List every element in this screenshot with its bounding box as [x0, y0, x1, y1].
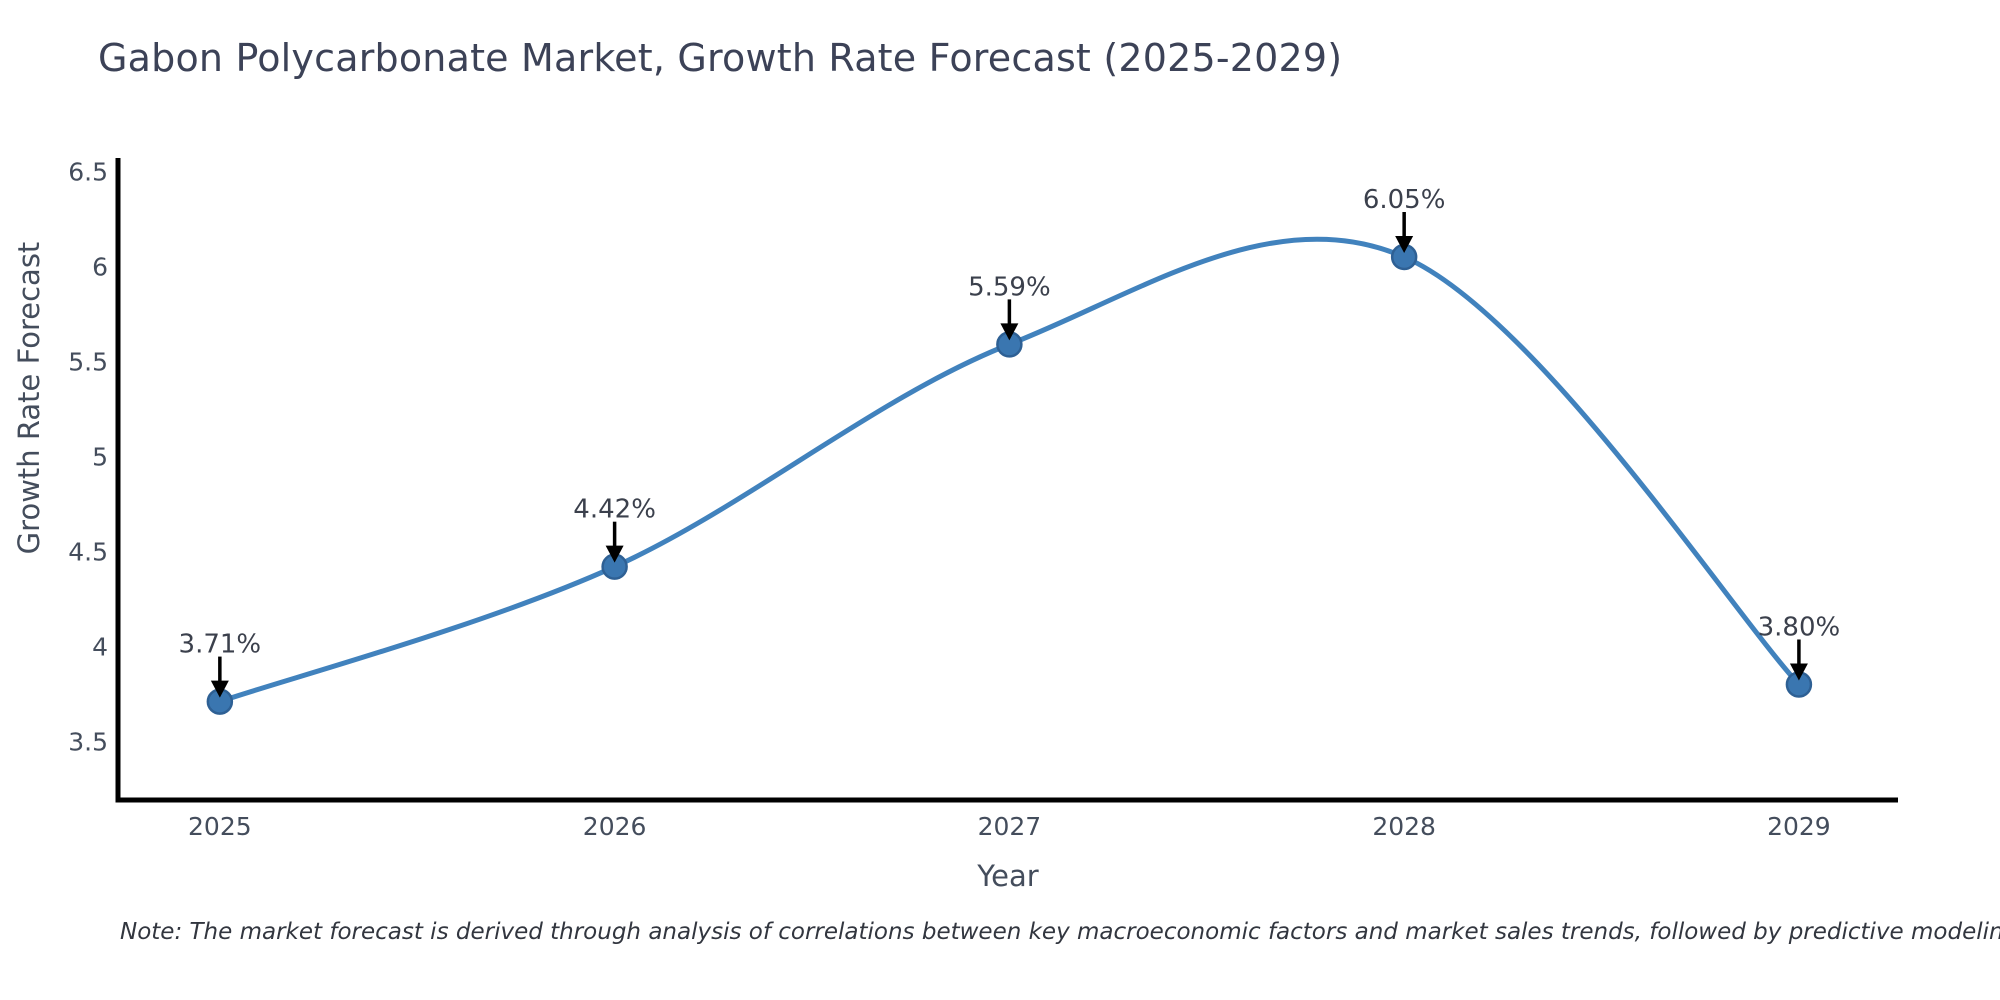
x-tick-label: 2026 — [583, 812, 647, 841]
line-series — [217, 236, 1802, 705]
y-tick-label: 5 — [92, 442, 108, 471]
point-annotation: 4.42% — [573, 495, 656, 525]
y-tick-label: 5.5 — [68, 347, 108, 376]
point-annotation: 3.80% — [1758, 612, 1841, 642]
x-tick-label: 2028 — [1372, 812, 1436, 841]
point-annotation: 3.71% — [179, 630, 262, 660]
y-tick-label: 4.5 — [68, 537, 108, 566]
annotation-arrowhead — [605, 545, 624, 563]
x-tick-label: 2027 — [978, 812, 1042, 841]
x-tick-label: 2029 — [1767, 812, 1831, 841]
annotation-arrowhead — [210, 680, 229, 698]
x-axis-title: Year — [977, 859, 1039, 893]
point-annotation: 5.59% — [968, 272, 1051, 302]
y-tick-label: 6.5 — [68, 157, 108, 186]
annotation-arrowhead — [1789, 663, 1808, 681]
annotation-arrowhead — [1000, 323, 1019, 341]
chart-title: Gabon Polycarbonate Market, Growth Rate … — [98, 36, 1343, 80]
note-text: Note: The market forecast is derived thr… — [120, 919, 2000, 945]
x-tick-label: 2025 — [188, 812, 252, 841]
y-tick-label: 6 — [92, 252, 108, 281]
point-annotation: 6.05% — [1363, 185, 1446, 215]
annotation-arrowhead — [1395, 235, 1414, 253]
y-tick-label: 4 — [92, 632, 108, 661]
y-tick-label: 3.5 — [68, 727, 108, 756]
